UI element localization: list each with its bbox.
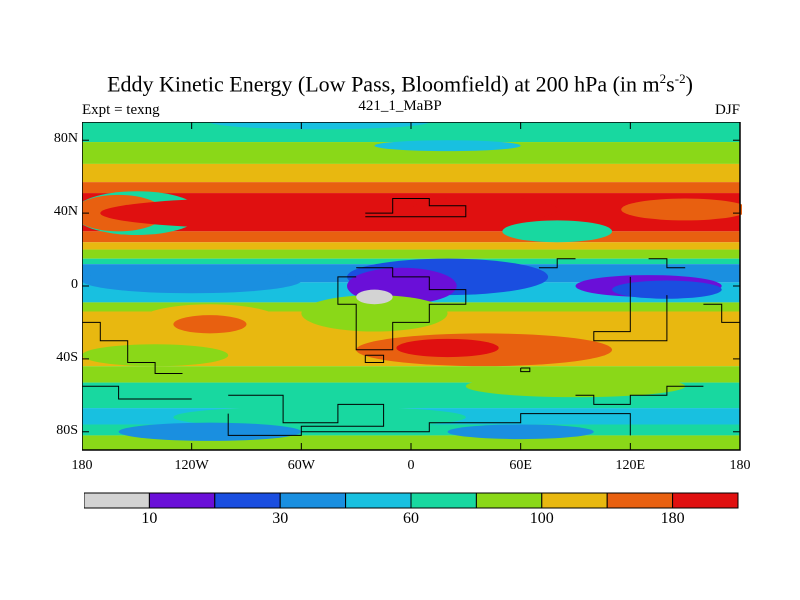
- chart-title: Eddy Kinetic Energy (Low Pass, Bloomfiel…: [107, 71, 693, 97]
- contour-blob-5: [411, 196, 558, 223]
- colorbar-box-3: [279, 492, 347, 509]
- y-tick-label: 80S: [56, 422, 78, 438]
- colorbar-label: 180: [660, 510, 685, 527]
- x-tick-label: 120E: [615, 458, 646, 473]
- contour-blob-12: [612, 280, 722, 299]
- contour-band-2: [82, 163, 740, 183]
- x-tick-label: 0: [407, 458, 415, 473]
- coastline-1: [337, 267, 467, 351]
- colorbar: [84, 492, 739, 509]
- contour-blob-15: [173, 315, 247, 334]
- x-tick-label: 120W: [174, 458, 209, 473]
- x-tick-label: 180: [729, 458, 751, 473]
- experiment-label: Expt = texng: [82, 102, 160, 118]
- y-tick-label: 0: [71, 277, 78, 292]
- colorbar-box-7: [541, 492, 608, 509]
- coastline-2: [538, 258, 576, 269]
- coastline-8: [227, 394, 385, 436]
- contour-blob-4: [100, 196, 503, 230]
- colorbar-box-5: [410, 492, 477, 509]
- colorbar-label: 100: [529, 510, 554, 527]
- colorbar-box-2: [214, 492, 281, 509]
- coastline-6: [82, 321, 183, 374]
- contour-blob-19: [82, 344, 229, 367]
- x-tick-label: 60E: [509, 458, 532, 473]
- contour-blob-24: [447, 424, 594, 440]
- y-tick-label: 80N: [53, 131, 78, 147]
- contour-band-6: [82, 242, 740, 250]
- coastline-11: [364, 354, 385, 363]
- contour-blob-25: [356, 289, 393, 305]
- colorbar-box-6: [475, 492, 543, 509]
- colorbar-box-0: [84, 492, 150, 509]
- eddy-kinetic-energy-map: [82, 122, 742, 451]
- contour-band-7: [82, 249, 740, 259]
- coastline-9: [301, 413, 631, 436]
- coastline-0: [365, 198, 467, 218]
- colorbar-box-9: [672, 492, 739, 509]
- coastline-12: [520, 367, 531, 373]
- contour-blob-21: [173, 406, 466, 429]
- season-label: DJF: [714, 102, 740, 118]
- x-tick-label: 180: [71, 458, 93, 473]
- y-tick-label: 40N: [53, 204, 78, 220]
- contour-blob-6: [621, 198, 742, 221]
- colorbar-box-8: [606, 492, 674, 509]
- contour-band-5: [82, 231, 740, 243]
- contour-blob-7: [502, 220, 613, 243]
- colorbar-label: 60: [403, 510, 419, 527]
- contour-blob-20: [465, 375, 686, 398]
- colorbar-box-4: [345, 492, 412, 509]
- contour-blob-18: [396, 338, 499, 358]
- coastline-3: [648, 258, 686, 269]
- coastline-4: [593, 276, 668, 342]
- contour-band-1: [82, 142, 740, 164]
- coastline-5: [703, 303, 740, 323]
- y-tick-label: 40S: [56, 349, 78, 365]
- contour-blob-23: [118, 422, 302, 441]
- x-tick-label: 60W: [287, 458, 315, 473]
- contour-blob-0: [209, 122, 430, 130]
- coastline-7: [82, 385, 192, 400]
- contour-band-16: [82, 424, 740, 436]
- colorbar-box-1: [148, 492, 216, 509]
- contour-band-3: [82, 182, 740, 194]
- contour-blob-1: [374, 140, 521, 152]
- chart-subtitle: 421_1_MaBP: [358, 98, 442, 114]
- colorbar-label: 30: [272, 510, 289, 527]
- coastline-10: [575, 385, 704, 405]
- contour-blob-11: [82, 267, 302, 294]
- colorbar-label: 10: [141, 510, 158, 527]
